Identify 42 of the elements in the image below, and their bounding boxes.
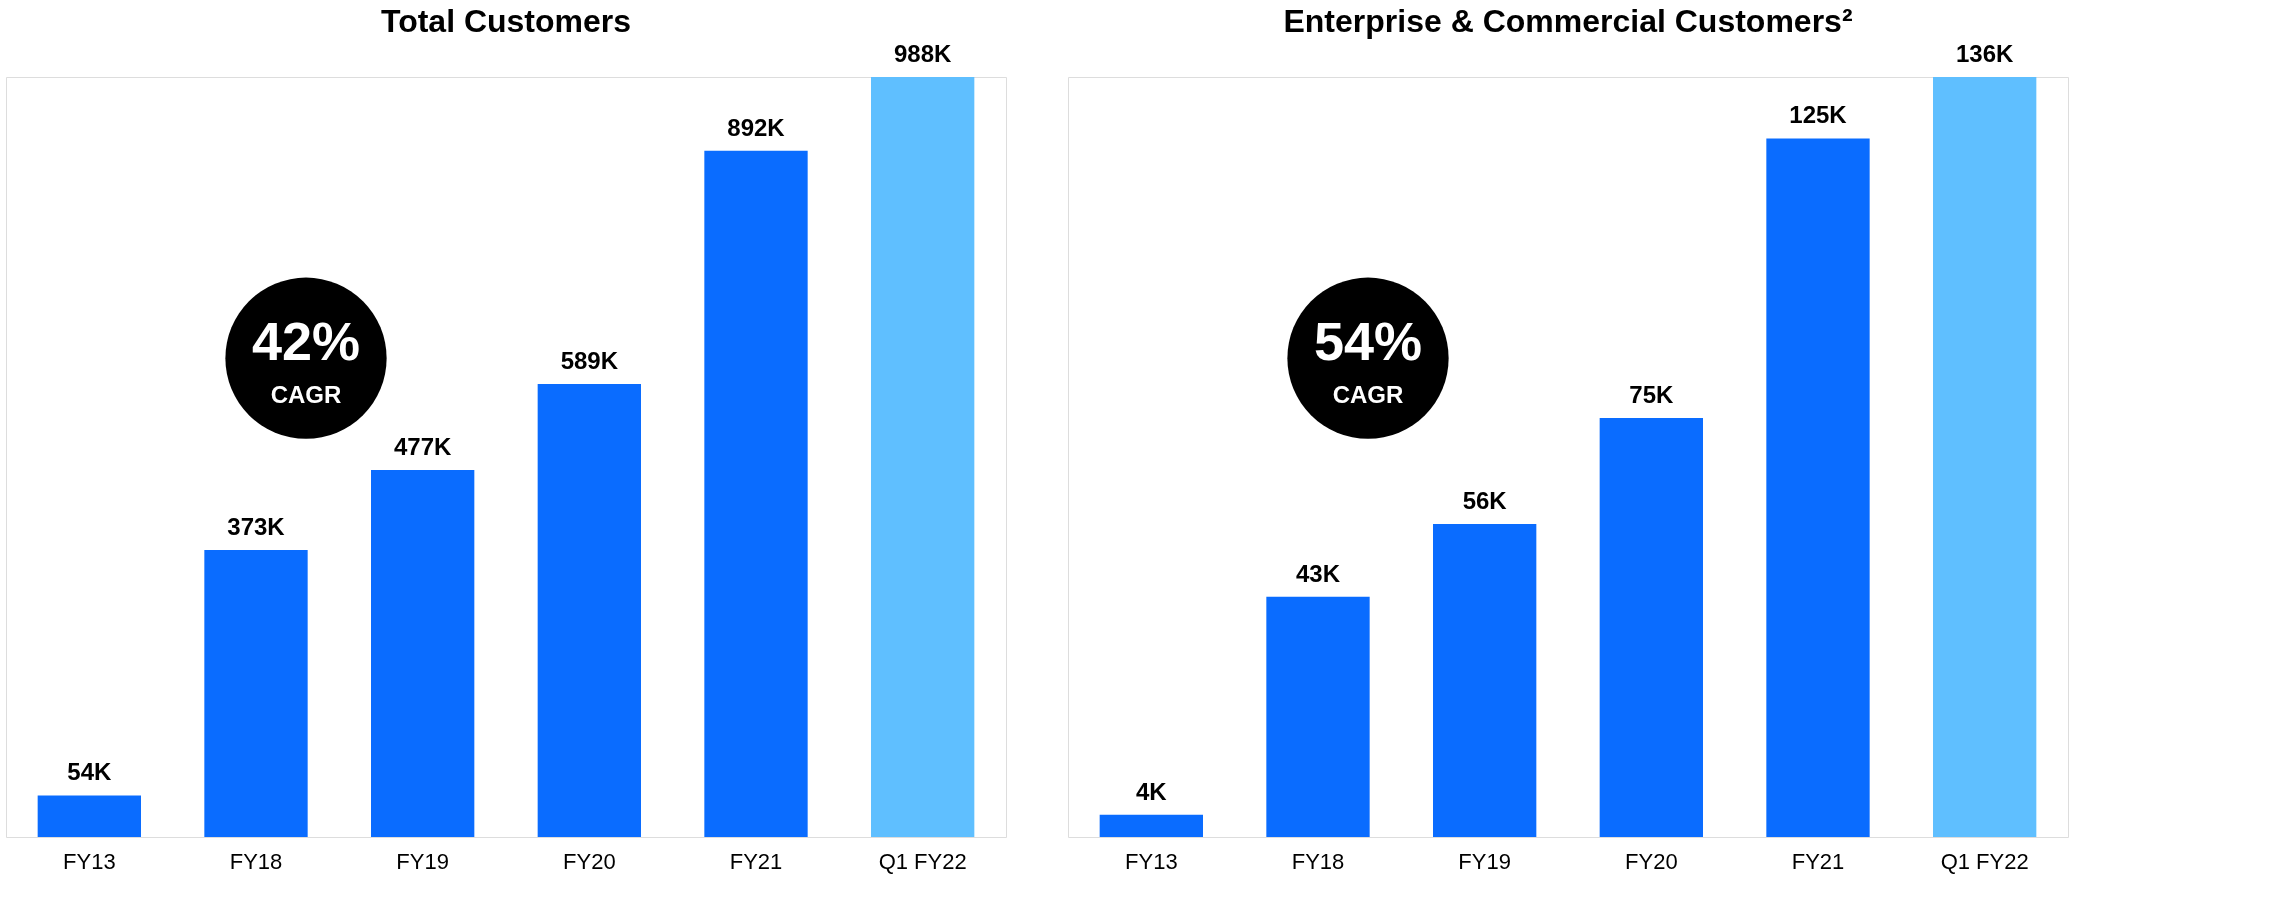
chart-title: Enterprise & Commercial Customers² <box>1283 3 1853 39</box>
data-label: 43K <box>1295 559 1341 587</box>
bar <box>204 550 308 837</box>
data-label: 892K <box>727 113 786 141</box>
x-tick-label: FY18 <box>1291 848 1345 874</box>
data-label: 75K <box>1629 380 1675 408</box>
annotation: CAGR <box>1332 381 1404 409</box>
bar <box>1099 814 1203 837</box>
data-label: 54K <box>67 758 113 786</box>
bar <box>1933 77 2037 837</box>
x-tick-label: FY18 <box>229 848 283 874</box>
x-tick-label: FY21 <box>729 848 783 874</box>
bar <box>1433 524 1537 837</box>
data-label: 125K <box>1789 101 1848 129</box>
data-label: 373K <box>227 513 286 541</box>
x-tick-label: FY20 <box>563 848 616 874</box>
x-tick-label: Q1 FY22 <box>878 848 967 874</box>
data-label: 136K <box>1955 40 2015 67</box>
annotation: 42% <box>251 311 361 372</box>
x-tick-label: FY13 <box>63 848 116 874</box>
data-label: 988K <box>893 40 953 67</box>
data-label: 56K <box>1462 487 1508 515</box>
bar <box>871 77 975 837</box>
bar <box>537 383 641 837</box>
bar <box>1266 596 1370 837</box>
x-tick-label: FY19 <box>396 848 449 874</box>
x-tick-label: Q1 FY22 <box>1940 848 2029 874</box>
x-tick-label: FY21 <box>1791 848 1845 874</box>
annotation: CAGR <box>270 381 342 409</box>
bar <box>37 795 141 837</box>
bar <box>1766 138 1870 837</box>
x-tick-label: FY13 <box>1125 848 1178 874</box>
data-label: 589K <box>560 346 619 374</box>
chart-title: Total Customers <box>380 3 632 39</box>
annotation: 54% <box>1313 311 1423 372</box>
data-label: 477K <box>393 433 453 461</box>
x-tick-label: FY19 <box>1458 848 1511 874</box>
x-tick-label: FY20 <box>1625 848 1678 874</box>
bar <box>371 470 475 837</box>
data-label: 4K <box>1135 777 1168 805</box>
bar <box>1599 417 1703 837</box>
bar <box>704 150 808 837</box>
